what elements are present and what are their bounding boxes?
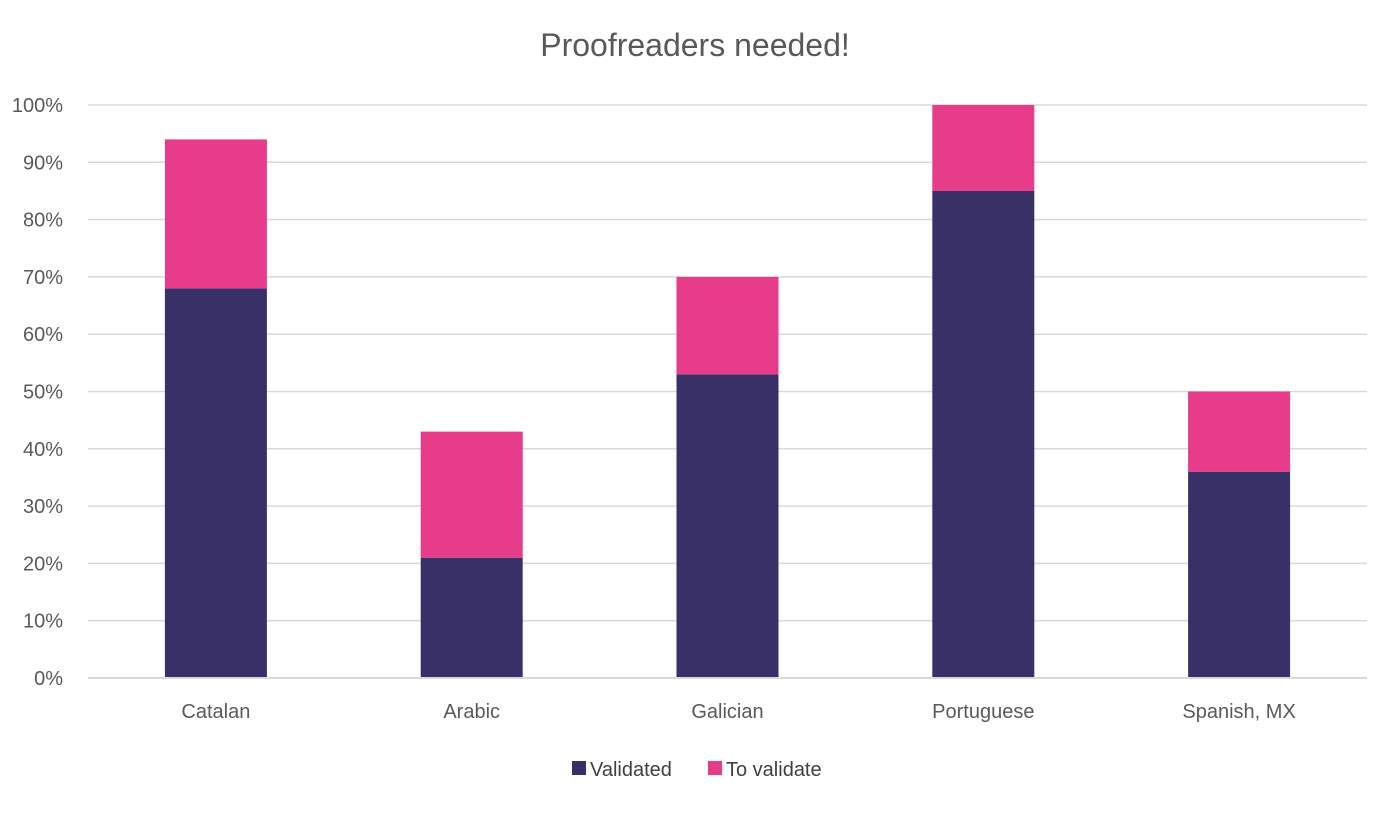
legend-swatch-validated [572,761,586,775]
bar-validated [420,557,523,678]
y-tick-label: 40% [23,439,63,461]
x-tick-label: Portuguese [932,701,1034,723]
bar-validated [164,288,267,678]
x-axis-category-labels: Catalan Arabic Galician Portuguese Spanish, … [181,701,1295,723]
x-tick-label: Galician [691,701,763,723]
bar-validated [932,190,1035,678]
bar-validated [1188,471,1291,678]
bar-to-validate [164,139,267,289]
bar-to-validate [932,105,1035,191]
y-tick-label: 70% [23,267,63,289]
bar-to-validate [1188,391,1291,472]
legend: Validated To validate [572,759,822,781]
y-tick-label: 80% [23,210,63,232]
chart-title: Proofreaders needed! [540,27,850,63]
x-tick-label: Spanish, MX [1182,701,1295,723]
x-tick-label: Catalan [181,701,250,723]
bar-to-validate [420,431,523,558]
x-tick-label: Arabic [443,701,500,723]
bar-validated [676,374,779,678]
legend-swatch-to-validate [708,761,722,775]
y-tick-label: 0% [34,668,63,690]
y-tick-label: 60% [23,324,63,346]
bar-to-validate [676,276,779,375]
y-tick-label: 50% [23,382,63,404]
bars [164,105,1291,678]
y-tick-label: 20% [23,553,63,575]
y-tick-label: 10% [23,611,63,633]
y-tick-label: 100% [12,95,63,117]
legend-label-to-validate: To validate [726,759,822,781]
y-tick-label: 90% [23,152,63,174]
y-tick-label: 30% [23,496,63,518]
y-axis-tick-labels: 0% 10% 20% 30% 40% 50% 60% 70% 80% 90% 100% [12,95,63,690]
legend-label-validated: Validated [590,759,672,781]
